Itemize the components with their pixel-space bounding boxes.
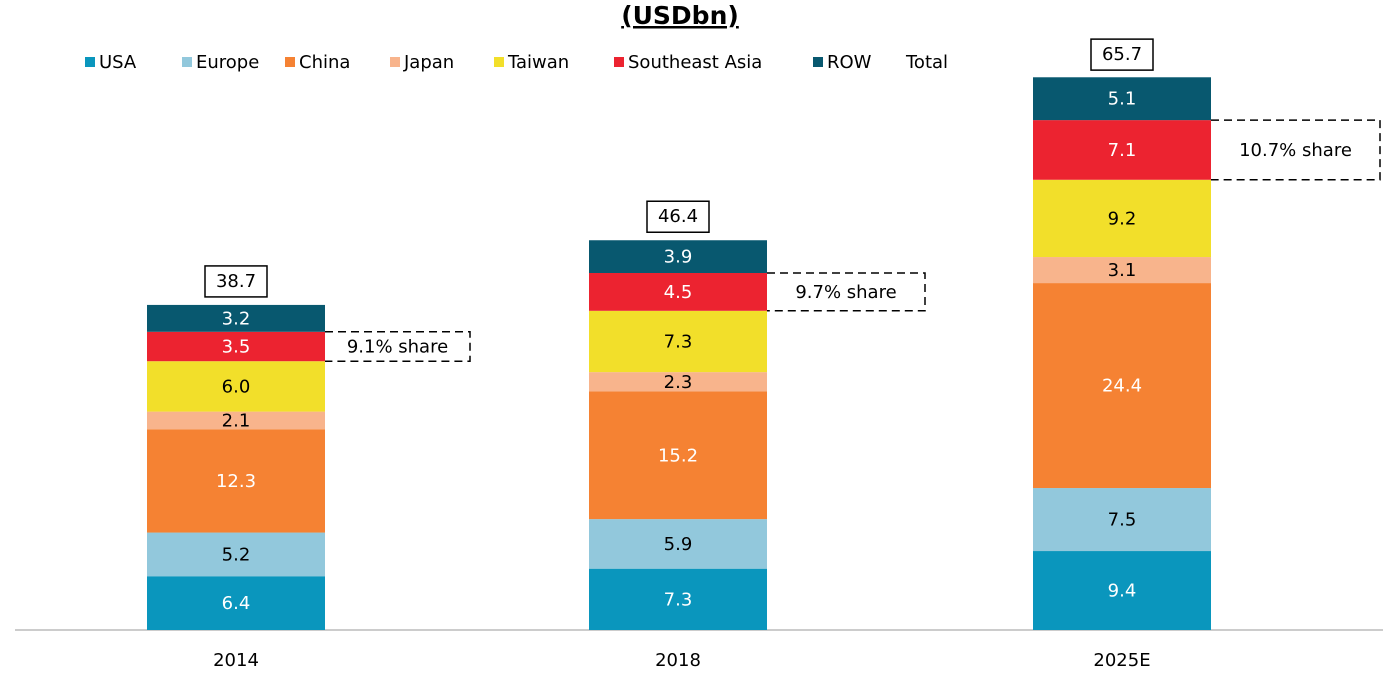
data-label: 7.3 xyxy=(664,589,693,610)
total-box xyxy=(1090,38,1154,71)
annotation-box xyxy=(767,272,926,312)
data-label: 3.9 xyxy=(664,247,693,268)
data-label: 15.2 xyxy=(658,445,698,466)
data-label: 7.3 xyxy=(664,331,693,352)
legend-marker xyxy=(390,57,400,67)
legend-marker xyxy=(182,57,192,67)
bar-segment xyxy=(147,429,325,533)
annotation-box xyxy=(325,331,471,362)
x-tick-label: 2025E xyxy=(1093,650,1150,671)
bar-segment xyxy=(589,372,767,392)
x-tick-label: 2018 xyxy=(655,650,701,671)
legend-label: Europe xyxy=(196,52,259,73)
total-box xyxy=(204,265,268,298)
data-label: 12.3 xyxy=(216,471,256,492)
data-label: 3.2 xyxy=(222,308,251,329)
data-label: 2.1 xyxy=(222,410,251,431)
bar-segment xyxy=(589,519,767,569)
legend-label: ROW xyxy=(827,52,872,73)
legend-label: Total xyxy=(905,52,948,73)
annotation-box xyxy=(1211,119,1381,181)
bar-segment xyxy=(1033,120,1211,180)
data-label: 3.1 xyxy=(1108,260,1137,281)
bar-segment xyxy=(589,273,767,311)
bar-segment xyxy=(147,532,325,577)
data-label: 5.2 xyxy=(222,544,251,565)
bar-segment xyxy=(147,361,325,412)
bar-segment xyxy=(1033,77,1211,121)
legend-label: Japan xyxy=(403,52,454,73)
bar-segment xyxy=(1033,283,1211,489)
legend-marker xyxy=(614,57,624,67)
data-label: 7.5 xyxy=(1108,510,1137,531)
total-box xyxy=(646,200,710,233)
annotation: 9.7% share xyxy=(795,282,896,303)
legend-marker xyxy=(494,57,504,67)
bar-segment xyxy=(1033,551,1211,630)
total-label: 65.7 xyxy=(1102,44,1142,65)
legend-label: Taiwan xyxy=(507,52,569,73)
data-label: 9.4 xyxy=(1108,581,1137,602)
chart-title: (USDbn) xyxy=(621,1,739,30)
data-label: 6.4 xyxy=(222,593,251,614)
legend-marker xyxy=(285,57,295,67)
total-label: 38.7 xyxy=(216,271,256,292)
bar-segment xyxy=(589,391,767,520)
data-label: 5.1 xyxy=(1108,89,1137,110)
legend-marker xyxy=(813,57,823,67)
bar-segment xyxy=(589,568,767,630)
bar-segment xyxy=(589,310,767,373)
data-label: 4.5 xyxy=(664,282,693,303)
legend-label: USA xyxy=(99,52,137,73)
legend-label: China xyxy=(299,52,350,73)
bar-segment xyxy=(1033,179,1211,258)
bar-segment xyxy=(147,411,325,430)
bar-segment xyxy=(1033,257,1211,284)
data-label: 3.5 xyxy=(222,337,251,358)
legend-label: Southeast Asia xyxy=(628,52,762,73)
data-label: 24.4 xyxy=(1102,376,1142,397)
legend-marker xyxy=(85,57,95,67)
data-label: 6.0 xyxy=(222,376,251,397)
annotation: 9.1% share xyxy=(347,337,448,358)
data-label: 9.2 xyxy=(1108,208,1137,229)
bar-segment xyxy=(147,304,325,332)
annotation: 10.7% share xyxy=(1239,140,1352,161)
data-label: 2.3 xyxy=(664,372,693,393)
x-tick-label: 2014 xyxy=(213,650,259,671)
bar-segment xyxy=(147,576,325,630)
bar-segment xyxy=(589,240,767,273)
data-label: 5.9 xyxy=(664,534,693,555)
bar-segment xyxy=(147,331,325,362)
bar-segment xyxy=(1033,488,1211,552)
total-label: 46.4 xyxy=(658,206,698,227)
data-label: 7.1 xyxy=(1108,140,1137,161)
